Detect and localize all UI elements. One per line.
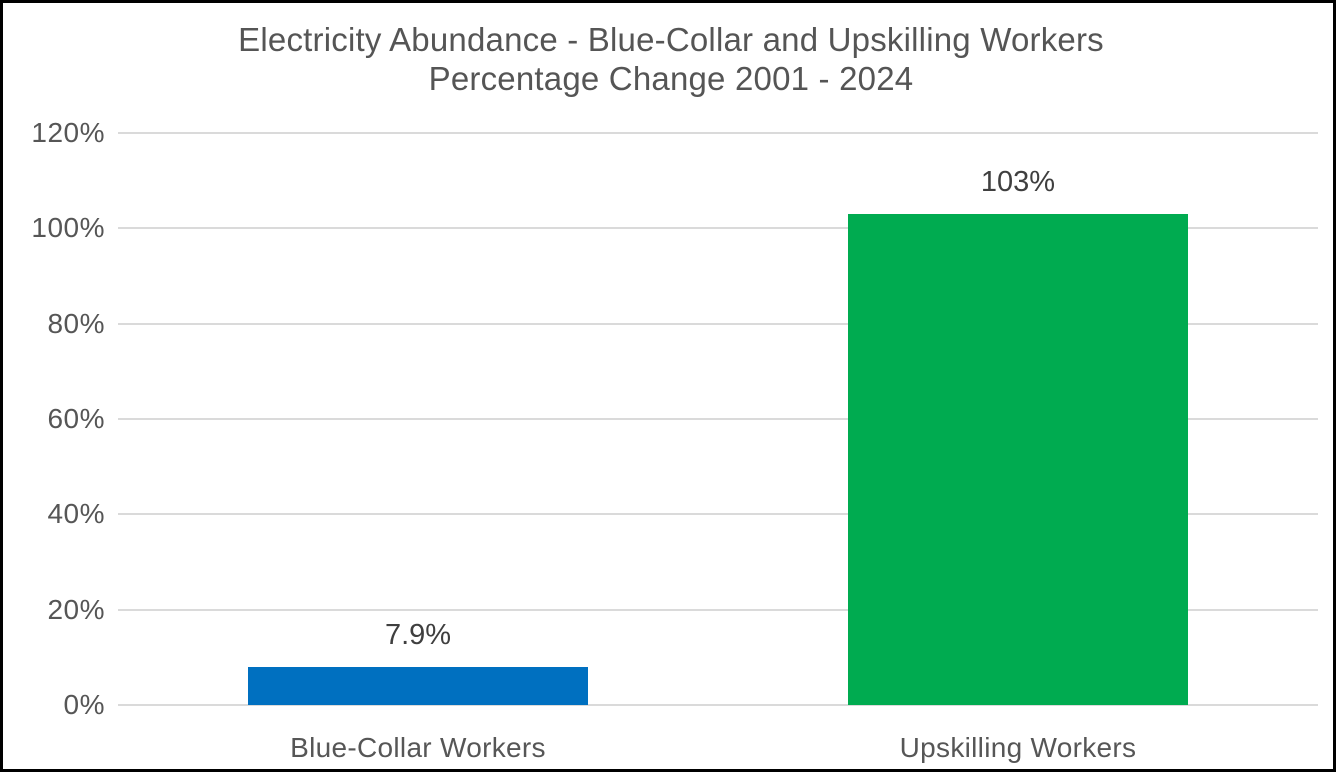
gridline-60 (118, 418, 1318, 420)
plot-area: 0% 20% 40% 60% 80% 100% 120% 7.9% Blue-Collar Wo… (3, 3, 1333, 769)
category-label-upskilling-workers: Upskilling Workers (899, 732, 1137, 763)
y-tick-label-40: 40% (47, 498, 105, 530)
gridline-80 (118, 322, 1318, 325)
gridline-120 (118, 132, 1318, 134)
chart-title: Electricity Abundance - Blue-Collar and … (3, 20, 1333, 98)
value-label-blue-collar-workers: 7.9% (384, 619, 452, 652)
gridline-20 (118, 608, 1318, 611)
y-tick-label-100: 100% (31, 212, 105, 244)
bar-upskilling-workers (848, 214, 1188, 705)
y-tick-label-0: 0% (63, 689, 105, 720)
y-tick-label-80: 80% (47, 307, 105, 339)
bar-blue-collar-workers (248, 667, 588, 705)
category-label-blue-collar-workers: Blue-Collar Workers (290, 732, 546, 763)
y-tick-label-20: 20% (47, 593, 105, 625)
y-tick-label-120: 120% (31, 117, 105, 148)
gridline-40 (118, 513, 1318, 516)
gridline-0 (118, 704, 1318, 706)
y-tick-label-60: 60% (47, 403, 105, 434)
chart-title-line2: Percentage Change 2001 - 2024 (428, 60, 914, 97)
value-label-upskilling-workers: 103% (980, 166, 1056, 199)
gridline-100 (118, 227, 1318, 230)
chart-title-line1: Electricity Abundance - Blue-Collar and … (238, 21, 1104, 58)
